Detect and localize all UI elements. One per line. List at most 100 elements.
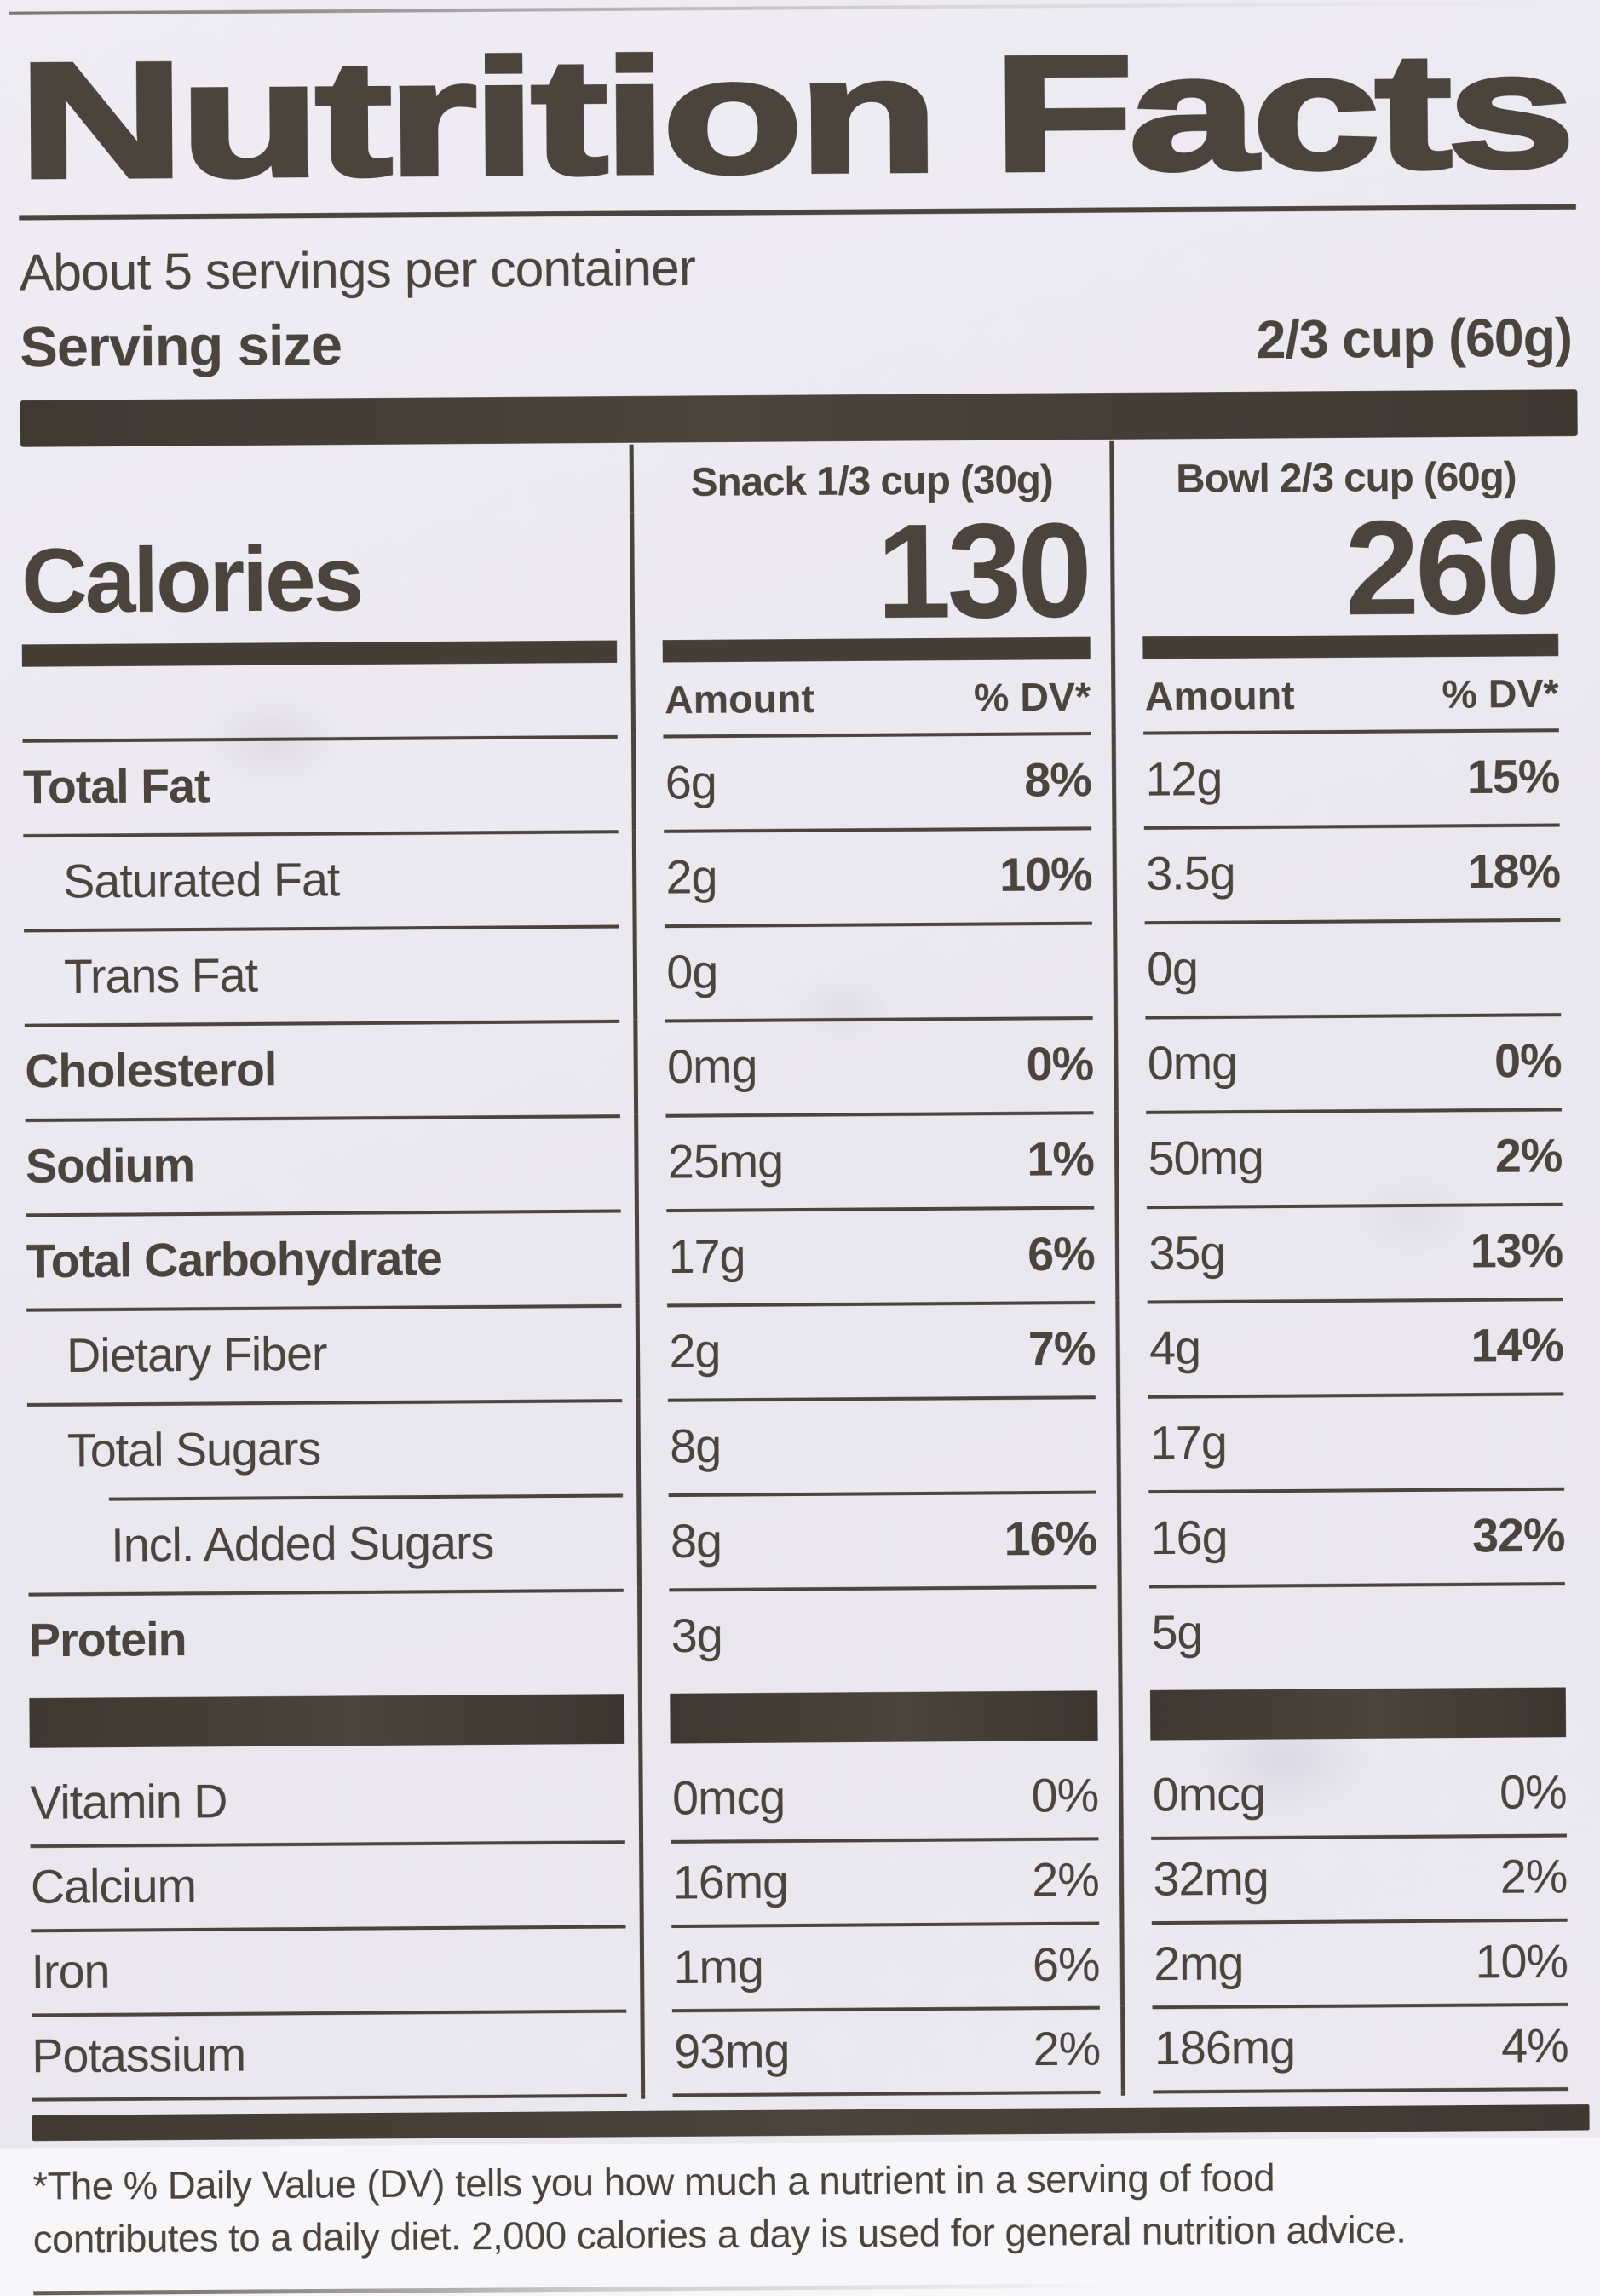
calories-underbar-snack [630, 633, 1111, 670]
total-carbohydrate-snack: 17g 6% [635, 1206, 1115, 1303]
cholesterol-bowl: 0mg 0% [1114, 1012, 1582, 1110]
protein-bowl: 5g [1118, 1581, 1586, 1679]
dv-value: 1% [1027, 1131, 1094, 1186]
calories-underbar-bowl [1111, 630, 1580, 667]
iron-snack: 1mg 6% [640, 1921, 1120, 2009]
dv-value: 2% [1495, 1127, 1563, 1183]
amount-value: 2g [669, 1323, 720, 1378]
total-sugars-bowl: 17g [1116, 1392, 1585, 1490]
dv-value: 10% [1475, 1932, 1568, 1988]
calories-bowl-value: 260 [1344, 506, 1557, 631]
nutrition-table: Snack 1/3 cup (30g) Bowl 2/3 cup (60g) C… [20, 438, 1589, 2103]
added-sugars-snack: 8g 16% [636, 1490, 1117, 1588]
page-title: Nutrition Facts [18, 18, 1571, 212]
sodium-snack: 25mg 1% [634, 1111, 1114, 1209]
dv-value: 0% [1026, 1036, 1093, 1091]
vitamin-d-snack: 0mcg 0% [638, 1752, 1119, 1840]
amount-value: 8g [670, 1418, 721, 1473]
saturated-fat-bowl: 3.5g 18% [1112, 823, 1580, 921]
thick-bar [1150, 1687, 1566, 1740]
dv-value: 15% [1467, 748, 1560, 804]
dv-value: 6% [1027, 1225, 1095, 1280]
amount-value: 3g [671, 1608, 722, 1663]
amount-value: 25mg [668, 1133, 784, 1189]
amount-value: 16mg [673, 1854, 789, 1910]
amount-value: 2g [665, 849, 717, 904]
nutrient-label-added-sugars: Incl. Added Sugars [28, 1493, 637, 1592]
serving-size-row: Serving size 2/3 cup (60g) [20, 303, 1577, 380]
amount-value: 17g [1150, 1414, 1227, 1470]
dietary-fiber-bowl: 4g 14% [1115, 1297, 1584, 1395]
medium-bar [22, 640, 617, 666]
amount-value: 3.5g [1146, 845, 1235, 901]
amount-value: 0mcg [672, 1769, 786, 1825]
serving-size-value: 2/3 cup (60g) [1256, 308, 1577, 371]
calcium-snack: 16mg 2% [639, 1837, 1119, 1925]
amount-value: 93mg [674, 2023, 790, 2079]
protein-snack: 3g [637, 1585, 1118, 1683]
trans-fat-bowl: 0g [1113, 918, 1581, 1016]
iron-bowl: 2mg 10% [1119, 1918, 1588, 2005]
amount-value: 16g [1150, 1509, 1227, 1564]
amount-value: 50mg [1148, 1130, 1263, 1186]
dv-value: 14% [1471, 1317, 1563, 1373]
dv-value: 13% [1471, 1223, 1563, 1279]
total-fat-snack: 6g 8% [631, 731, 1112, 829]
trans-fat-snack: 0g [633, 921, 1114, 1019]
vitamin-label-vitamin-d: Vitamin D [30, 1755, 639, 1844]
amount-value: 35g [1148, 1224, 1225, 1280]
dv-value: 32% [1472, 1506, 1565, 1562]
amount-value: 1mg [673, 1938, 763, 1994]
amount-value: 32mg [1153, 1850, 1269, 1907]
amount-value: 2mg [1154, 1935, 1244, 1991]
nutrient-label-protein: Protein [29, 1588, 638, 1687]
amount-value: 12g [1145, 751, 1222, 806]
vitamin-d-bowl: 0mcg 0% [1119, 1749, 1587, 1837]
total-fat-bowl: 12g 15% [1112, 728, 1580, 826]
section-bar-snack [638, 1680, 1119, 1756]
dv-value: 0% [1031, 1767, 1098, 1822]
cholesterol-snack: 0mg 0% [633, 1016, 1114, 1113]
spacer-cell [22, 670, 631, 739]
potassium-snack: 93mg 2% [640, 2005, 1120, 2093]
section-bar-cell [29, 1683, 638, 1759]
vitamin-label-calcium: Calcium [31, 1840, 640, 1929]
dv-value: 0% [1499, 1764, 1567, 1819]
spacer-cell [20, 445, 630, 517]
nutrient-label-sodium: Sodium [26, 1114, 635, 1213]
dv-value: 2% [1032, 1851, 1099, 1907]
potassium-bowl: 186mg 4% [1120, 2002, 1589, 2090]
amount-value: 0mg [1148, 1035, 1238, 1091]
dv-value: 0% [1494, 1033, 1562, 1088]
saturated-fat-snack: 2g 10% [632, 826, 1113, 924]
amount-header: Amount [665, 675, 814, 722]
sodium-bowl: 50mg 2% [1114, 1108, 1583, 1206]
thick-divider-bar [20, 389, 1578, 446]
servings-per-container: About 5 servings per container [19, 232, 1576, 302]
dv-value: 2% [1500, 1848, 1568, 1903]
dv-header: % DV* [1442, 670, 1558, 717]
calories-bowl-cell: 260 [1110, 506, 1580, 633]
calories-snack-cell: 130 [630, 509, 1111, 636]
vitamin-label-potassium: Potassium [32, 2009, 641, 2097]
amount-value: 186mg [1154, 2019, 1296, 2075]
vitamin-label-iron: Iron [31, 1925, 640, 2013]
amount-value: 6g [665, 754, 717, 809]
nutrient-label-saturated-fat: Saturated Fat [23, 830, 632, 929]
calories-snack-value: 130 [876, 509, 1088, 635]
added-sugars-bowl: 16g 32% [1117, 1487, 1586, 1585]
dv-value: 10% [999, 846, 1092, 902]
snack-amount-dv-header: Amount % DV* [630, 667, 1111, 734]
nutrition-label-photo: Nutrition Facts About 5 servings per con… [0, 0, 1600, 2149]
dv-value: 7% [1028, 1321, 1096, 1376]
nutrient-label-trans-fat: Trans Fat [24, 924, 633, 1023]
dv-value: 16% [1004, 1510, 1096, 1566]
bowl-amount-dv-header: Amount % DV* [1111, 665, 1580, 732]
nutrient-label-dietary-fiber: Dietary Fiber [26, 1303, 636, 1402]
thick-bar [670, 1690, 1097, 1743]
dv-value: 4% [1501, 2017, 1568, 2073]
nutrient-label-total-carbohydrate: Total Carbohydrate [26, 1209, 635, 1308]
footer-divider-bar [32, 2104, 1590, 2141]
medium-bar [1142, 633, 1558, 659]
